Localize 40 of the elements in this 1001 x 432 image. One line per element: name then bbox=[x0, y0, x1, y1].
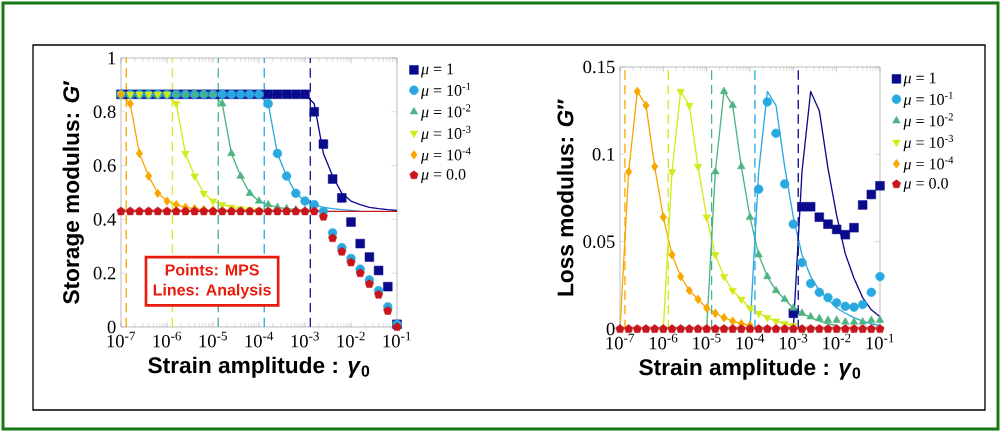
annotation: Points: MPS bbox=[165, 263, 259, 276]
y-axis-title: Storage modulus: G′ bbox=[62, 80, 84, 304]
legend-label: μ = 10$^{-4}$ bbox=[420, 147, 471, 164]
legend-label: μ = 10$^{-1}$ bbox=[420, 82, 471, 100]
y-tick-label: 0.4 bbox=[93, 213, 117, 226]
y-tick-label: 1 bbox=[108, 51, 116, 65]
y-tick-label: 0 bbox=[606, 322, 615, 336]
y-tick-label: 0.6 bbox=[93, 159, 116, 172]
y-tick-label: 0.8 bbox=[93, 105, 116, 119]
y-tick-label: 0 bbox=[107, 320, 116, 334]
x-tick-label: 10$^{-4}$ bbox=[245, 331, 274, 348]
legend-label: μ = 1 bbox=[903, 72, 936, 87]
x-tick-label: 10$^{-2}$ bbox=[823, 333, 851, 350]
legend-label: μ = 0.0 bbox=[903, 177, 948, 192]
y-tick-label: 0.05 bbox=[583, 235, 615, 248]
legend-label: μ = 10$^{-2}$ bbox=[420, 104, 471, 121]
y-tick-label: 0.15 bbox=[583, 60, 615, 74]
y-axis-title: Loss modulus: G″ bbox=[556, 99, 574, 296]
x-tick-label: 10$^{-5}$ bbox=[693, 333, 721, 350]
y-tick-label: 0.1 bbox=[592, 147, 615, 161]
legend-label: μ = 1 bbox=[420, 63, 454, 78]
legend-label: μ = 0.0 bbox=[420, 168, 466, 183]
x-tick-label: 10$^{-6}$ bbox=[649, 333, 678, 350]
x-tick-label: 10$^{-3}$ bbox=[779, 333, 808, 350]
legend-label: μ = 10$^{-4}$ bbox=[903, 156, 954, 173]
x-tick-label: 10$^{-2}$ bbox=[337, 331, 365, 348]
x-tick-label: 10$^{-1}$ bbox=[383, 331, 411, 348]
y-tick-label: 0.2 bbox=[93, 266, 116, 280]
x-tick-label: 10$^{-1}$ bbox=[866, 333, 894, 350]
x-axis-title: Strain amplitude : γ$_{0}$ bbox=[148, 356, 370, 378]
legend-label: μ = 10$^{-3}$ bbox=[903, 134, 954, 152]
legend-label: μ = 10$^{-1}$ bbox=[903, 91, 953, 109]
x-axis-title: Strain amplitude : γ$_{0}$ bbox=[639, 358, 861, 380]
legend-label: μ = 10$^{-3}$ bbox=[420, 125, 471, 143]
annotation: Lines: Analysis bbox=[153, 283, 271, 299]
x-tick-label: 10$^{-4}$ bbox=[736, 333, 765, 350]
x-tick-label: 10$^{-6}$ bbox=[153, 331, 182, 348]
legend-label: μ = 10$^{-2}$ bbox=[903, 113, 953, 130]
x-tick-label: 10$^{-3}$ bbox=[291, 331, 319, 348]
x-tick-label: 10$^{-5}$ bbox=[199, 331, 227, 348]
